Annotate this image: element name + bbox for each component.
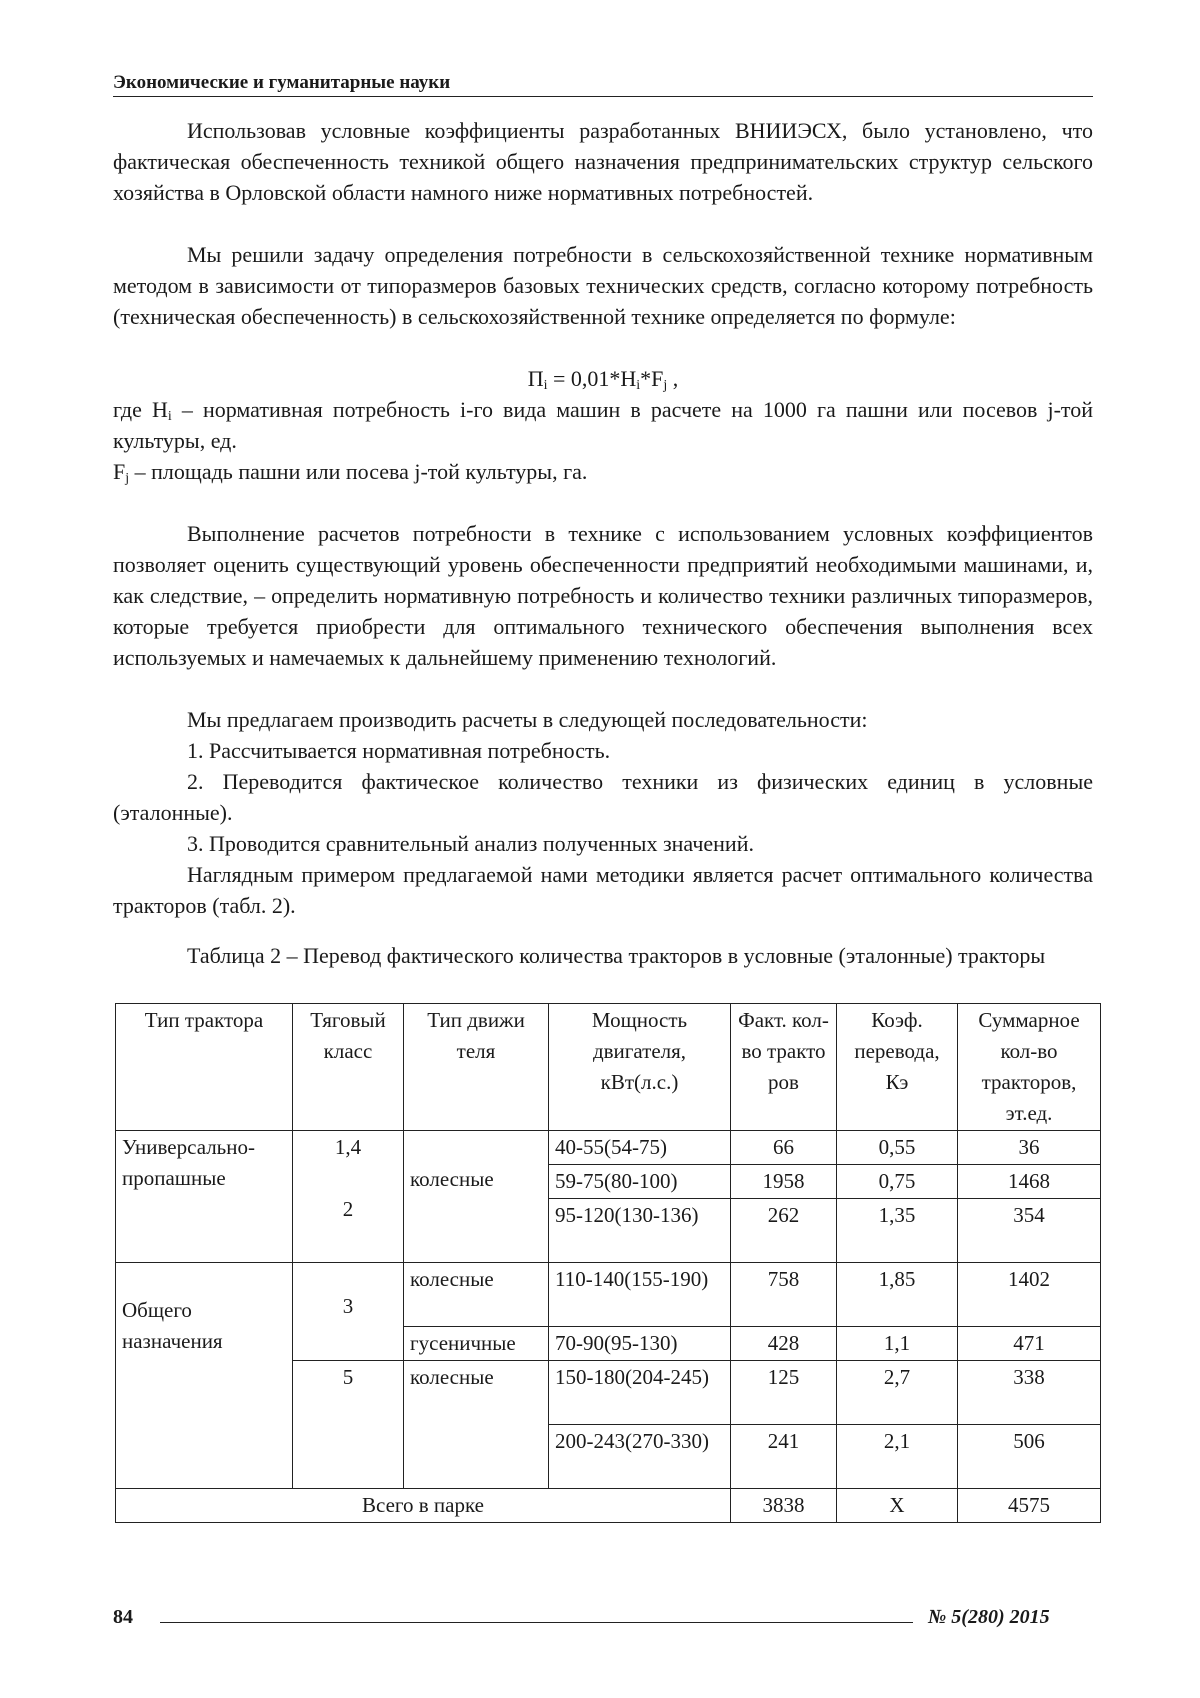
header-cell: Мощность двигателя, кВт(л.с.) [549,1004,731,1131]
engine-cell: колесные [404,1263,549,1327]
group-cell: Универсально-пропашные [116,1131,293,1263]
table-header-row: Тип трактора Тяговый класс Тип движи тел… [116,1004,1101,1131]
fact-cell: 125 [731,1361,837,1425]
issue-number: № 5(280) 2015 [928,1606,1050,1629]
engine-cell: колесные [404,1131,549,1263]
paragraph: Наглядным примером предлагаемой нами мет… [113,859,1093,921]
header-cell: Коэф. перевода, Кэ [837,1004,958,1131]
table-caption: Таблица 2 – Перевод фактического количес… [113,940,1093,971]
tractor-table: Тип трактора Тяговый класс Тип движи тел… [115,1003,1101,1523]
paragraph: Мы решили задачу определения потребности… [113,239,1093,332]
engine-cell: гусеничные [404,1327,549,1361]
power-cell: 40-55(54-75) [549,1131,731,1165]
total-label: Всего в парке [116,1489,731,1523]
coef-cell: 1,1 [837,1327,958,1361]
definition-text: – площадь пашни или посева j-той культур… [129,459,587,484]
journal-section-header: Экономические и гуманитарные науки [113,72,1093,97]
header-cell: Тип движи теля [404,1004,549,1131]
group-cell: Общего назначения [116,1263,293,1489]
fact-cell: 428 [731,1327,837,1361]
class-cell: 1,42 [293,1131,404,1263]
definition-h: где Нi – нормативная потребность i-го ви… [113,394,1093,456]
header-cell: Тип трактора [116,1004,293,1131]
engine-cell: колесные [404,1361,549,1489]
table-row: Универсально-пропашные 1,42 колесные 40-… [116,1131,1101,1165]
fact-cell: 66 [731,1131,837,1165]
list-item: 3. Проводится сравнительный анализ получ… [113,828,1093,859]
class-cell: 5 [293,1361,404,1489]
list-item: 1. Рассчитывается нормативная потребност… [113,735,1093,766]
power-cell: 200-243(270-330) [549,1425,731,1489]
definition-text: – нормативная потребность i-го вида маши… [113,397,1093,453]
coef-cell: 1,35 [837,1199,958,1263]
power-cell: 95-120(130-136) [549,1199,731,1263]
fact-cell: 262 [731,1199,837,1263]
total-cell: 1402 [958,1263,1101,1327]
page-number: 84 [113,1606,133,1629]
power-cell: 110-140(155-190) [549,1263,731,1327]
total-cell: 36 [958,1131,1101,1165]
definition-f: Fj – площадь пашни или посева j-той куль… [113,456,1093,487]
table-total-row: Всего в парке 3838 Х 4575 [116,1489,1101,1523]
header-cell: Суммарное кол-во тракторов, эт.ед. [958,1004,1101,1131]
header-cell: Факт. кол-во тракто ров [731,1004,837,1131]
total-cell: 471 [958,1327,1101,1361]
footer-divider [160,1622,913,1623]
class-cell: 3 [293,1263,404,1361]
symbol: где Н [113,397,168,422]
total-cell: 506 [958,1425,1101,1489]
fact-cell: 3838 [731,1489,837,1523]
coef-cell: 0,55 [837,1131,958,1165]
formula-part: П [528,366,544,391]
total-cell: 338 [958,1361,1101,1425]
formula: Пi = 0,01*Нi*Fj , [113,363,1093,394]
power-cell: 150-180(204-245) [549,1361,731,1425]
total-cell: 4575 [958,1489,1101,1523]
power-cell: 70-90(95-130) [549,1327,731,1361]
coef-cell: 0,75 [837,1165,958,1199]
symbol: F [113,459,125,484]
header-cell: Тяговый класс [293,1004,404,1131]
fact-cell: 241 [731,1425,837,1489]
paragraph: Использовав условные коэффициенты разраб… [113,115,1093,208]
fact-cell: 758 [731,1263,837,1327]
formula-part: = 0,01*Н [547,366,636,391]
list-item: 2. Переводится фактическое количество те… [113,766,1093,828]
power-cell: 59-75(80-100) [549,1165,731,1199]
paragraph: Мы предлагаем производить расчеты в след… [113,704,1093,735]
total-cell: 354 [958,1199,1101,1263]
formula-part: , [667,366,678,391]
formula-part: *F [640,366,663,391]
total-cell: 1468 [958,1165,1101,1199]
coef-cell: 1,85 [837,1263,958,1327]
coef-cell: 2,7 [837,1361,958,1425]
coef-cell: 2,1 [837,1425,958,1489]
class-value: 2 [299,1194,397,1225]
class-value: 1,4 [299,1132,397,1163]
fact-cell: 1958 [731,1165,837,1199]
coef-cell: Х [837,1489,958,1523]
paragraph: Выполнение расчетов потребности в техник… [113,518,1093,673]
table-row: Общего назначения 3 колесные 110-140(155… [116,1263,1101,1327]
